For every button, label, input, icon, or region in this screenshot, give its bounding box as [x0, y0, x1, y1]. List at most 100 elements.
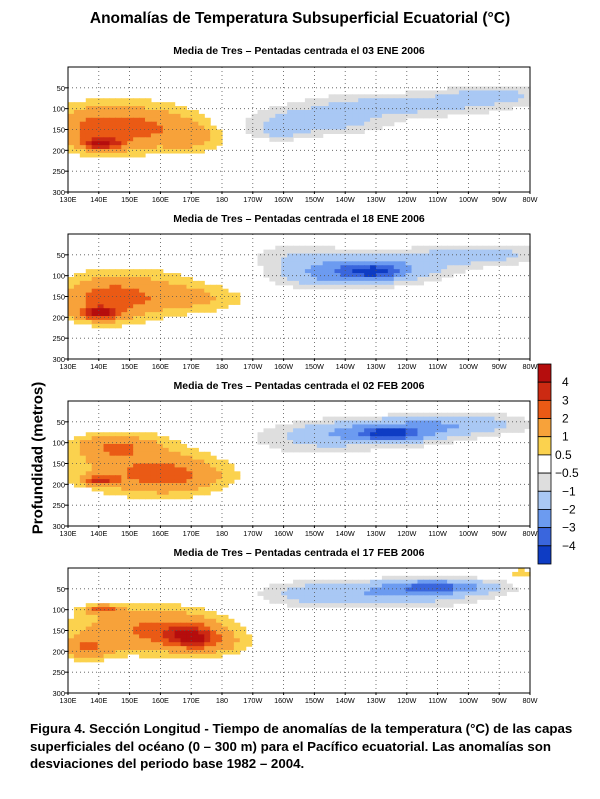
anomaly-cell	[304, 249, 312, 255]
anomaly-cell	[352, 276, 359, 282]
anomaly-cell	[310, 109, 318, 115]
anomaly-cell	[352, 432, 359, 437]
anomaly-cell	[381, 109, 389, 115]
anomaly-cell	[150, 630, 158, 636]
anomaly-cell	[109, 622, 116, 628]
anomaly-cell	[222, 483, 229, 488]
anomaly-cell	[393, 416, 401, 422]
anomaly-cell	[133, 479, 140, 484]
anomaly-cell	[506, 428, 513, 433]
anomaly-cell	[139, 296, 146, 302]
anomaly-cell	[97, 149, 105, 154]
anomaly-cell	[103, 152, 111, 158]
anomaly-cell	[447, 432, 454, 437]
anomaly-cell	[381, 117, 389, 123]
anomaly-cell	[192, 653, 199, 659]
anomaly-cell	[310, 106, 318, 111]
anomaly-cell	[109, 304, 116, 309]
anomaly-cell	[405, 420, 413, 426]
anomaly-cell	[162, 288, 170, 294]
anomaly-cell	[500, 245, 507, 251]
anomaly-cell	[127, 459, 134, 465]
anomaly-cell	[476, 591, 484, 596]
anomaly-cell	[109, 618, 116, 624]
anomaly-cell	[233, 642, 241, 647]
anomaly-cell	[127, 273, 134, 278]
anomaly-cell	[133, 300, 140, 305]
anomaly-cell	[109, 109, 116, 115]
anomaly-cell	[133, 603, 140, 608]
anomaly-cell	[328, 109, 336, 115]
anomaly-cell	[162, 276, 170, 282]
anomaly-cell	[293, 599, 300, 604]
anomaly-cell	[352, 253, 359, 259]
anomaly-cell	[269, 276, 276, 282]
anomaly-cell	[364, 424, 371, 429]
anomaly-cell	[127, 451, 134, 457]
anomaly-cell	[91, 304, 99, 309]
anomaly-cell	[441, 249, 448, 255]
anomaly-cell	[310, 269, 318, 274]
anomaly-cell	[470, 102, 478, 107]
anomaly-cell	[109, 300, 116, 305]
anomaly-cell	[405, 416, 413, 422]
anomaly-cell	[275, 587, 282, 593]
anomaly-cell	[68, 288, 75, 294]
anomaly-cell	[458, 253, 466, 259]
anomaly-cell	[162, 638, 170, 643]
anomaly-cell	[281, 280, 288, 286]
anomaly-cell	[115, 603, 122, 608]
anomaly-cell	[376, 443, 383, 449]
anomaly-cell	[133, 634, 140, 639]
anomaly-cell	[204, 288, 211, 294]
anomaly-cell	[245, 125, 253, 131]
anomaly-cell	[411, 261, 419, 266]
anomaly-cell	[85, 432, 93, 437]
anomaly-cell	[393, 424, 401, 429]
anomaly-cell	[364, 603, 371, 608]
anomaly-cell	[310, 603, 318, 608]
anomaly-cell	[518, 428, 525, 433]
anomaly-cell	[346, 265, 353, 270]
anomaly-cell	[411, 428, 419, 433]
anomaly-cell	[322, 443, 330, 449]
anomaly-cell	[156, 447, 164, 453]
anomaly-cell	[168, 634, 176, 639]
anomaly-cell	[387, 94, 395, 99]
anomaly-cell	[435, 94, 442, 99]
anomaly-cell	[168, 280, 176, 286]
anomaly-cell	[79, 288, 87, 294]
anomaly-cell	[139, 653, 146, 659]
anomaly-cell	[405, 436, 413, 441]
anomaly-cell	[435, 436, 442, 441]
anomaly-cell	[441, 109, 448, 115]
anomaly-cell	[423, 416, 430, 422]
anomaly-cell	[453, 245, 460, 251]
anomaly-cell	[287, 447, 294, 453]
anomaly-cell	[168, 463, 176, 469]
anomaly-cell	[216, 296, 223, 302]
anomaly-cell	[470, 90, 478, 95]
anomaly-cell	[103, 296, 111, 302]
anomaly-cell	[447, 261, 454, 266]
anomaly-cell	[109, 436, 116, 441]
anomaly-cell	[85, 455, 93, 461]
anomaly-cell	[133, 642, 140, 647]
anomaly-cell	[310, 98, 318, 103]
anomaly-cell	[328, 595, 336, 600]
colorbar-swatch	[537, 436, 552, 456]
anomaly-cell	[79, 638, 87, 643]
anomaly-cell	[139, 475, 146, 480]
anomaly-cell	[399, 579, 407, 585]
anomaly-cell	[198, 626, 205, 632]
anomaly-cell	[393, 420, 401, 426]
anomaly-cell	[358, 106, 365, 111]
anomaly-cell	[186, 494, 193, 500]
anomaly-cell	[447, 416, 454, 422]
anomaly-cell	[299, 420, 306, 426]
anomaly-cell	[85, 622, 93, 628]
anomaly-cell	[156, 276, 164, 282]
anomaly-cell	[470, 86, 478, 92]
anomaly-cell	[411, 90, 419, 95]
anomaly-cell	[304, 133, 312, 138]
